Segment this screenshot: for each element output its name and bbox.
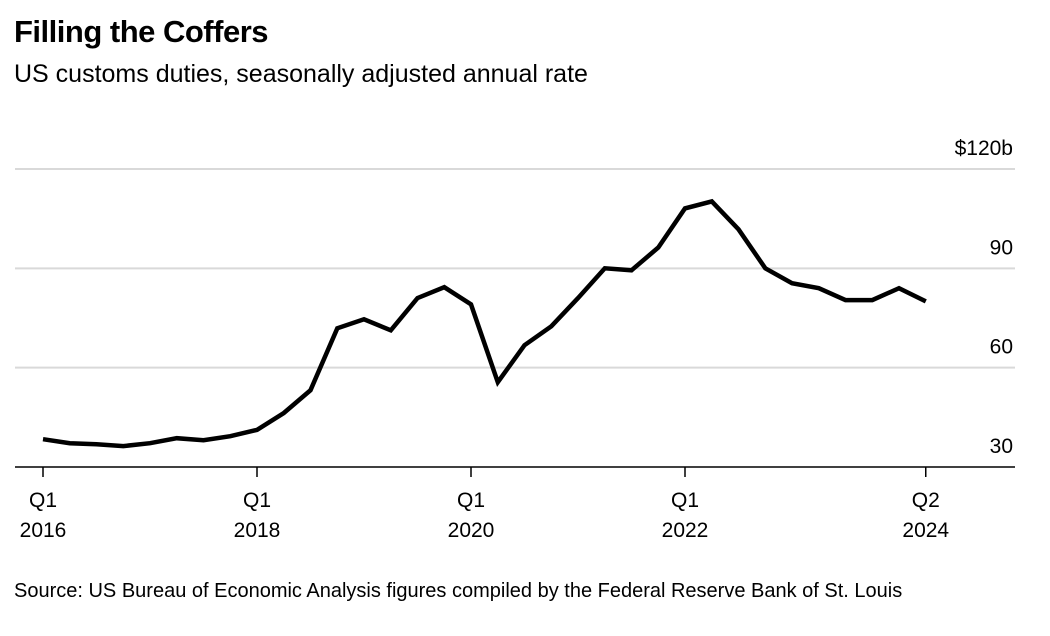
- x-axis: Q1 2016 Q1 2018 Q1 2020 Q1 2022 Q2 2024: [15, 466, 1015, 542]
- x-tick-label-quarter: Q1: [457, 489, 485, 512]
- x-tick-label-quarter: Q1: [671, 489, 699, 512]
- x-tick-label-quarter: Q1: [243, 489, 271, 512]
- chart-title: Filling the Coffers: [14, 14, 269, 49]
- x-tick-label-quarter: Q2: [912, 489, 940, 512]
- y-tick-label: 90: [990, 236, 1013, 259]
- x-tick-label-year: 2024: [902, 519, 949, 542]
- x-tick-label-year: 2018: [234, 519, 281, 542]
- x-tick-label-year: 2022: [662, 519, 709, 542]
- gridlines: [15, 168, 1015, 369]
- y-tick-label: $120b: [955, 137, 1013, 160]
- chart-subtitle: US customs duties, seasonally adjusted a…: [14, 60, 588, 88]
- y-axis-tick-labels: $120b 90 60 30: [955, 137, 1013, 458]
- y-tick-label: 60: [990, 336, 1013, 359]
- series-group: [42, 198, 927, 449]
- series-line-customs-duties: [42, 198, 927, 449]
- x-tick-label-year: 2020: [448, 519, 495, 542]
- x-tick-label-year: 2016: [20, 519, 67, 542]
- source-note: Source: US Bureau of Economic Analysis f…: [14, 580, 903, 602]
- x-tick-label-quarter: Q1: [29, 489, 57, 512]
- y-tick-label: 30: [990, 435, 1013, 458]
